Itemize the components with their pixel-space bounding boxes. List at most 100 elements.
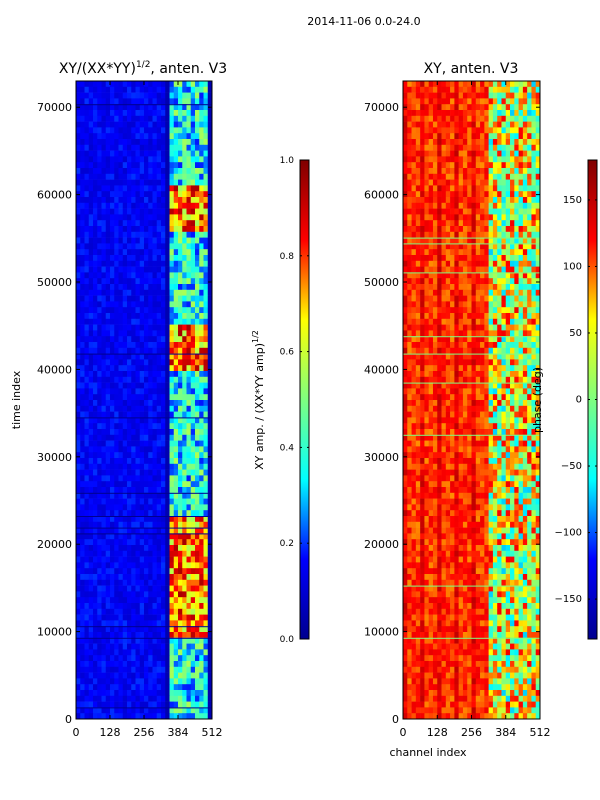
amplitude-heatmap-cell [76,649,81,656]
phase-heatmap-cell [428,307,434,314]
phase-heatmap-cell [441,237,447,244]
amplitude-heatmap-cell [93,510,98,517]
amplitude-heatmap-cell [135,713,141,720]
amplitude-heatmap-cell [152,603,158,610]
amplitude-heatmap-cell [122,202,128,209]
amplitude-heatmap-cell [127,208,132,215]
amplitude-heatmap-cell [156,394,162,401]
amplitude-heatmap-cell [186,150,192,157]
amplitude-heatmap-cell [182,661,187,668]
amplitude-heatmap-cell [186,249,192,256]
phase-heatmap-cell [445,168,451,175]
amplitude-heatmap-cell [127,98,132,105]
amplitude-heatmap-cell [186,562,192,569]
phase-heatmap-cell [480,295,485,302]
amplitude-heatmap-cell [105,289,111,296]
amplitude-heatmap-cell [110,98,115,105]
amplitude-heatmap-cell [127,289,132,296]
amplitude-heatmap-cell [207,318,213,325]
amplitude-heatmap-cell [84,226,90,233]
amplitude-heatmap-cell [93,434,98,441]
amplitude-heatmap-cell [148,440,153,447]
amplitude-heatmap-cell [80,626,85,633]
amplitude-heatmap-cell [199,458,204,465]
amplitude-heatmap-cell [173,487,179,494]
amplitude-heatmap-cell [76,260,81,267]
amplitude-heatmap-cell [152,289,158,296]
amplitude-heatmap-cell [169,527,175,534]
amplitude-heatmap-cell [165,121,170,128]
phase-heatmap-cell [514,208,519,215]
amplitude-heatmap-cell [93,637,98,644]
phase-heatmap-cell [488,249,494,256]
phase-heatmap-cell [428,127,434,134]
amplitude-heatmap-cell [105,469,111,476]
phase-heatmap-cell [441,255,447,262]
phase-heatmap-cell [471,249,477,256]
amplitude-heatmap-cell [105,394,111,401]
amplitude-heatmap-cell [127,359,132,366]
phase-heatmap-cell [428,255,434,262]
phase-heatmap-cell [445,255,451,262]
phase-heatmap-cell [527,324,532,331]
amplitude-heatmap-cell [178,121,183,128]
amplitude-heatmap-cell [135,191,141,198]
phase-heatmap-cell [415,139,421,146]
amplitude-heatmap-cell [199,545,204,552]
amplitude-heatmap-cell [195,376,200,383]
phase-heatmap-cell [424,243,429,250]
amplitude-heatmap-cell [118,110,124,117]
phase-heatmap-cell [471,260,477,267]
amplitude-heatmap-cell [88,585,94,592]
phase-heatmap-cell [462,208,468,215]
phase-heatmap-cell [437,191,442,198]
amplitude-heatmap-cell [165,220,170,227]
amplitude-heatmap-cell [135,417,141,424]
amplitude-heatmap-cell [173,678,179,685]
amplitude-heatmap-cell [178,492,183,499]
amplitude-heatmap-cell [199,510,204,517]
phase-heatmap-cell [467,98,472,105]
amplitude-heatmap-cell [152,411,158,418]
amplitude-heatmap-cell [122,574,128,581]
amplitude-heatmap-cell [199,191,204,198]
amplitude-heatmap-cell [161,249,166,256]
amplitude-heatmap-cell [173,585,179,592]
phase-heatmap-cell [432,173,438,180]
amplitude-heatmap-cell [152,608,158,615]
phase-heatmap-cell [407,197,412,204]
amplitude-heatmap-cell [178,156,183,163]
amplitude-heatmap-cell [105,492,111,499]
amplitude-heatmap-cell [127,284,132,291]
amplitude-heatmap-cell [161,226,166,233]
amplitude-heatmap-cell [152,463,158,470]
phase-heatmap-cell [488,278,494,285]
amplitude-heatmap-cell [169,365,175,372]
amplitude-heatmap-cell [101,318,107,325]
amplitude-heatmap-cell [178,150,183,157]
amplitude-heatmap-cell [122,446,128,453]
amplitude-heatmap-cell [110,504,115,511]
phase-heatmap-cell [527,237,532,244]
amplitude-heatmap-cell [127,255,132,262]
amplitude-heatmap-cell [131,266,136,273]
phase-heatmap-cell [488,168,494,175]
phase-heatmap-cell [475,284,481,291]
amplitude-heatmap-cell [173,417,179,424]
phase-heatmap-cell [432,144,438,151]
amplitude-heatmap-cell [144,597,149,604]
amplitude-heatmap-cell [165,324,170,331]
amplitude-heatmap-cell [186,162,192,169]
amplitude-heatmap-cell [144,336,149,343]
amplitude-heatmap-cell [101,313,107,320]
amplitude-xtick-label: 512 [202,726,223,739]
amplitude-heatmap-cell [97,516,102,523]
amplitude-heatmap-cell [127,492,132,499]
phase-heatmap-cell [480,214,485,221]
amplitude-heatmap-cell [148,695,153,702]
amplitude-heatmap-cell [122,289,128,296]
amplitude-heatmap-cell [131,185,136,192]
phase-heatmap-cell [407,243,412,250]
amplitude-heatmap-cell [127,579,132,586]
amplitude-heatmap-cell [88,556,94,563]
